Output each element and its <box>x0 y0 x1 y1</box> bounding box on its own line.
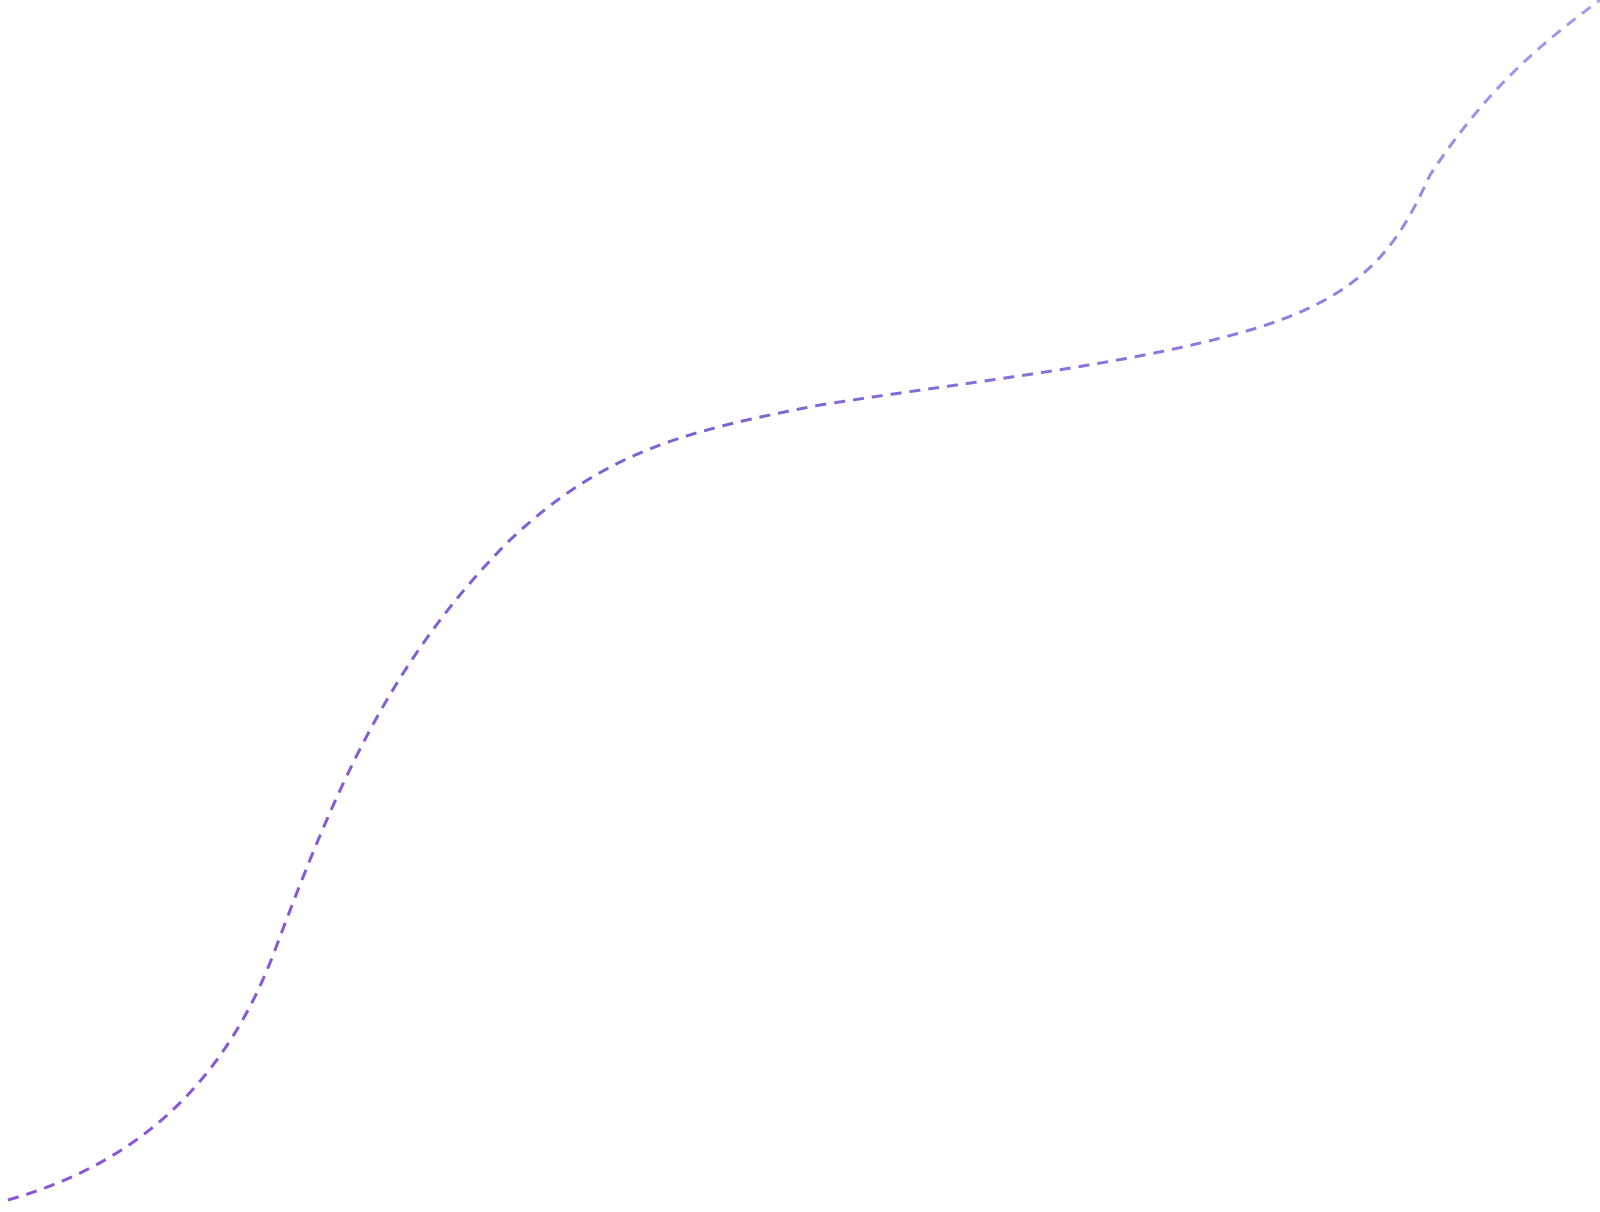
dashed-curve-line <box>7 0 1600 1202</box>
